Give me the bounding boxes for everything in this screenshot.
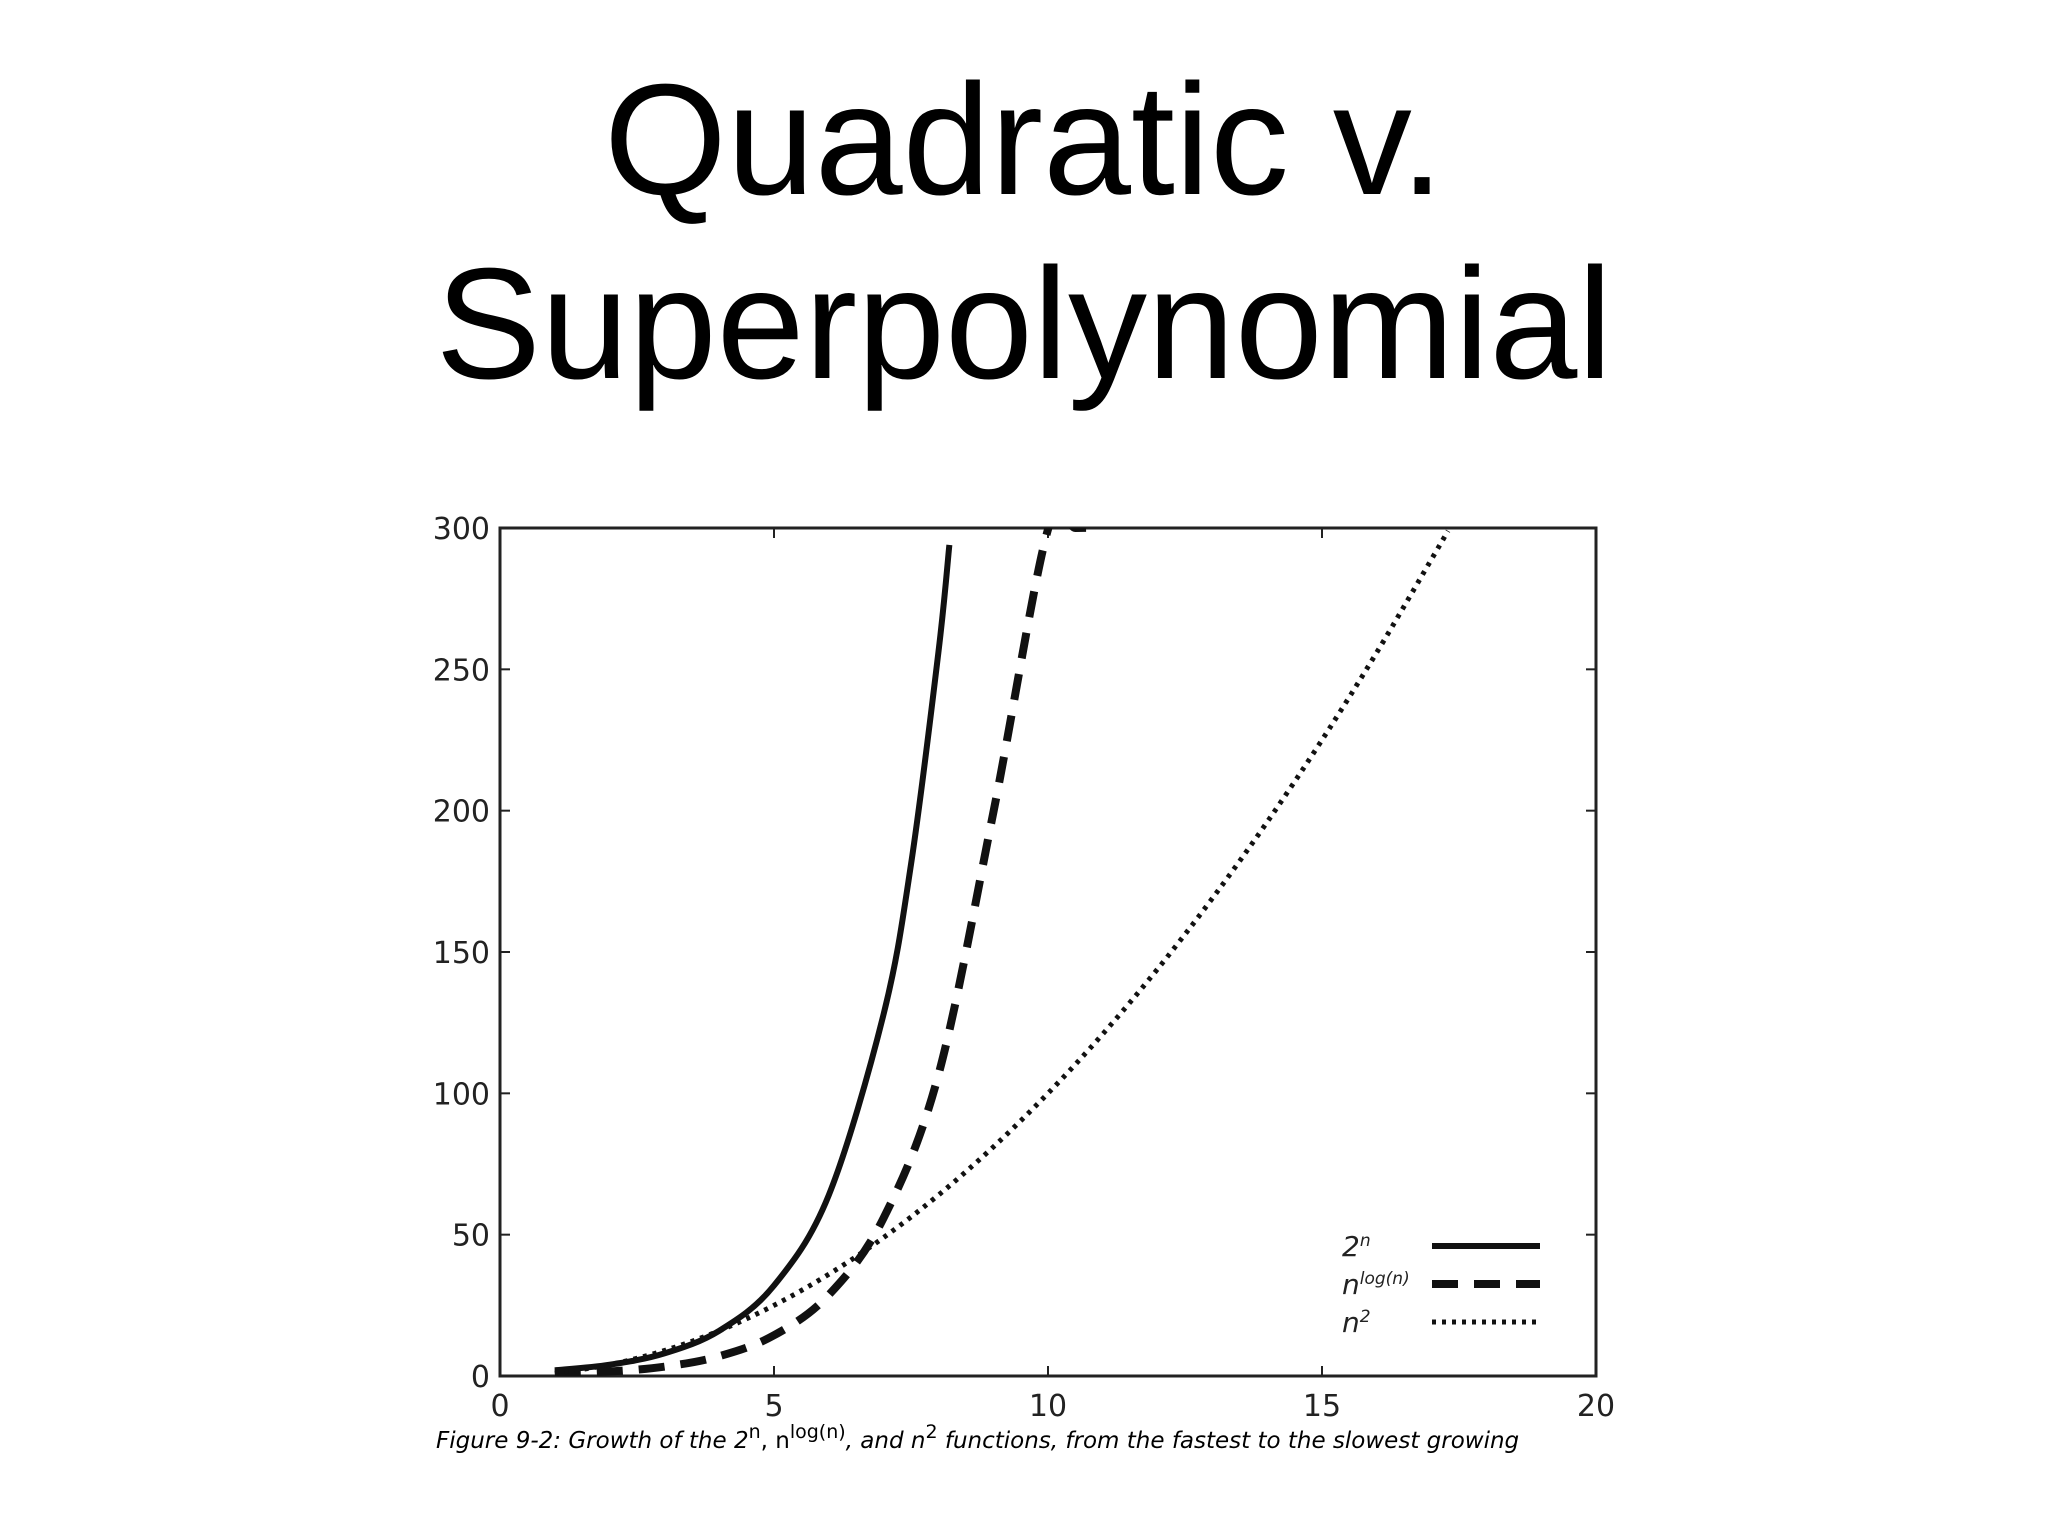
legend-label-sup: n <box>1360 1231 1371 1251</box>
slide-title: Quadratic v. Superpolynomial <box>0 48 2048 416</box>
plot-frame <box>498 526 1598 1378</box>
series-line-1 <box>554 544 953 1374</box>
legend-label-base: 2 <box>1342 1230 1360 1263</box>
series-group <box>554 528 1451 1376</box>
caption-sep-2: , and n <box>845 1428 926 1454</box>
caption-sup-2: log(n) <box>789 1421 846 1443</box>
legend-label-2: nlog(n) <box>1342 1268 1410 1301</box>
legend-label-sup: 2 <box>1360 1307 1371 1327</box>
x-tick-label: 0 <box>490 1389 509 1424</box>
slide-title-line-2: Superpolynomial <box>435 236 1613 412</box>
series-line-3 <box>554 529 1451 1376</box>
caption-prefix: Figure 9-2: Growth of the 2 <box>436 1428 749 1454</box>
x-tick-label: 20 <box>1577 1389 1615 1424</box>
caption-suffix: functions, from the fastest to the slowe… <box>937 1428 1520 1454</box>
x-tick-label: 10 <box>1029 1389 1067 1424</box>
x-tick-label: 15 <box>1303 1389 1341 1424</box>
slide-title-line-1: Quadratic v. <box>603 52 1445 228</box>
y-tick-label: 200 <box>433 795 490 830</box>
caption-sup-3: 2 <box>925 1421 938 1443</box>
figure-caption: Figure 9-2: Growth of the 2n, nlog(n), a… <box>436 1421 1520 1454</box>
caption-sep-1: , n <box>760 1428 790 1454</box>
caption-sup-1: n <box>748 1421 761 1443</box>
y-tick-label: 250 <box>433 653 490 688</box>
y-tick-label: 100 <box>433 1077 490 1112</box>
y-tick-label: 150 <box>433 936 490 971</box>
legend-label-base: n <box>1342 1268 1360 1301</box>
legend-label-3: n2 <box>1342 1306 1371 1339</box>
legend-label-base: n <box>1342 1306 1360 1339</box>
x-tick-label: 5 <box>764 1389 783 1424</box>
y-tick-label: 300 <box>433 512 490 547</box>
legend-label-1: 2n <box>1342 1230 1371 1263</box>
legend-label-sup: log(n) <box>1360 1269 1410 1289</box>
y-tick-label: 0 <box>471 1360 490 1395</box>
series-line-2 <box>554 528 1098 1376</box>
y-tick-label: 50 <box>452 1219 490 1254</box>
